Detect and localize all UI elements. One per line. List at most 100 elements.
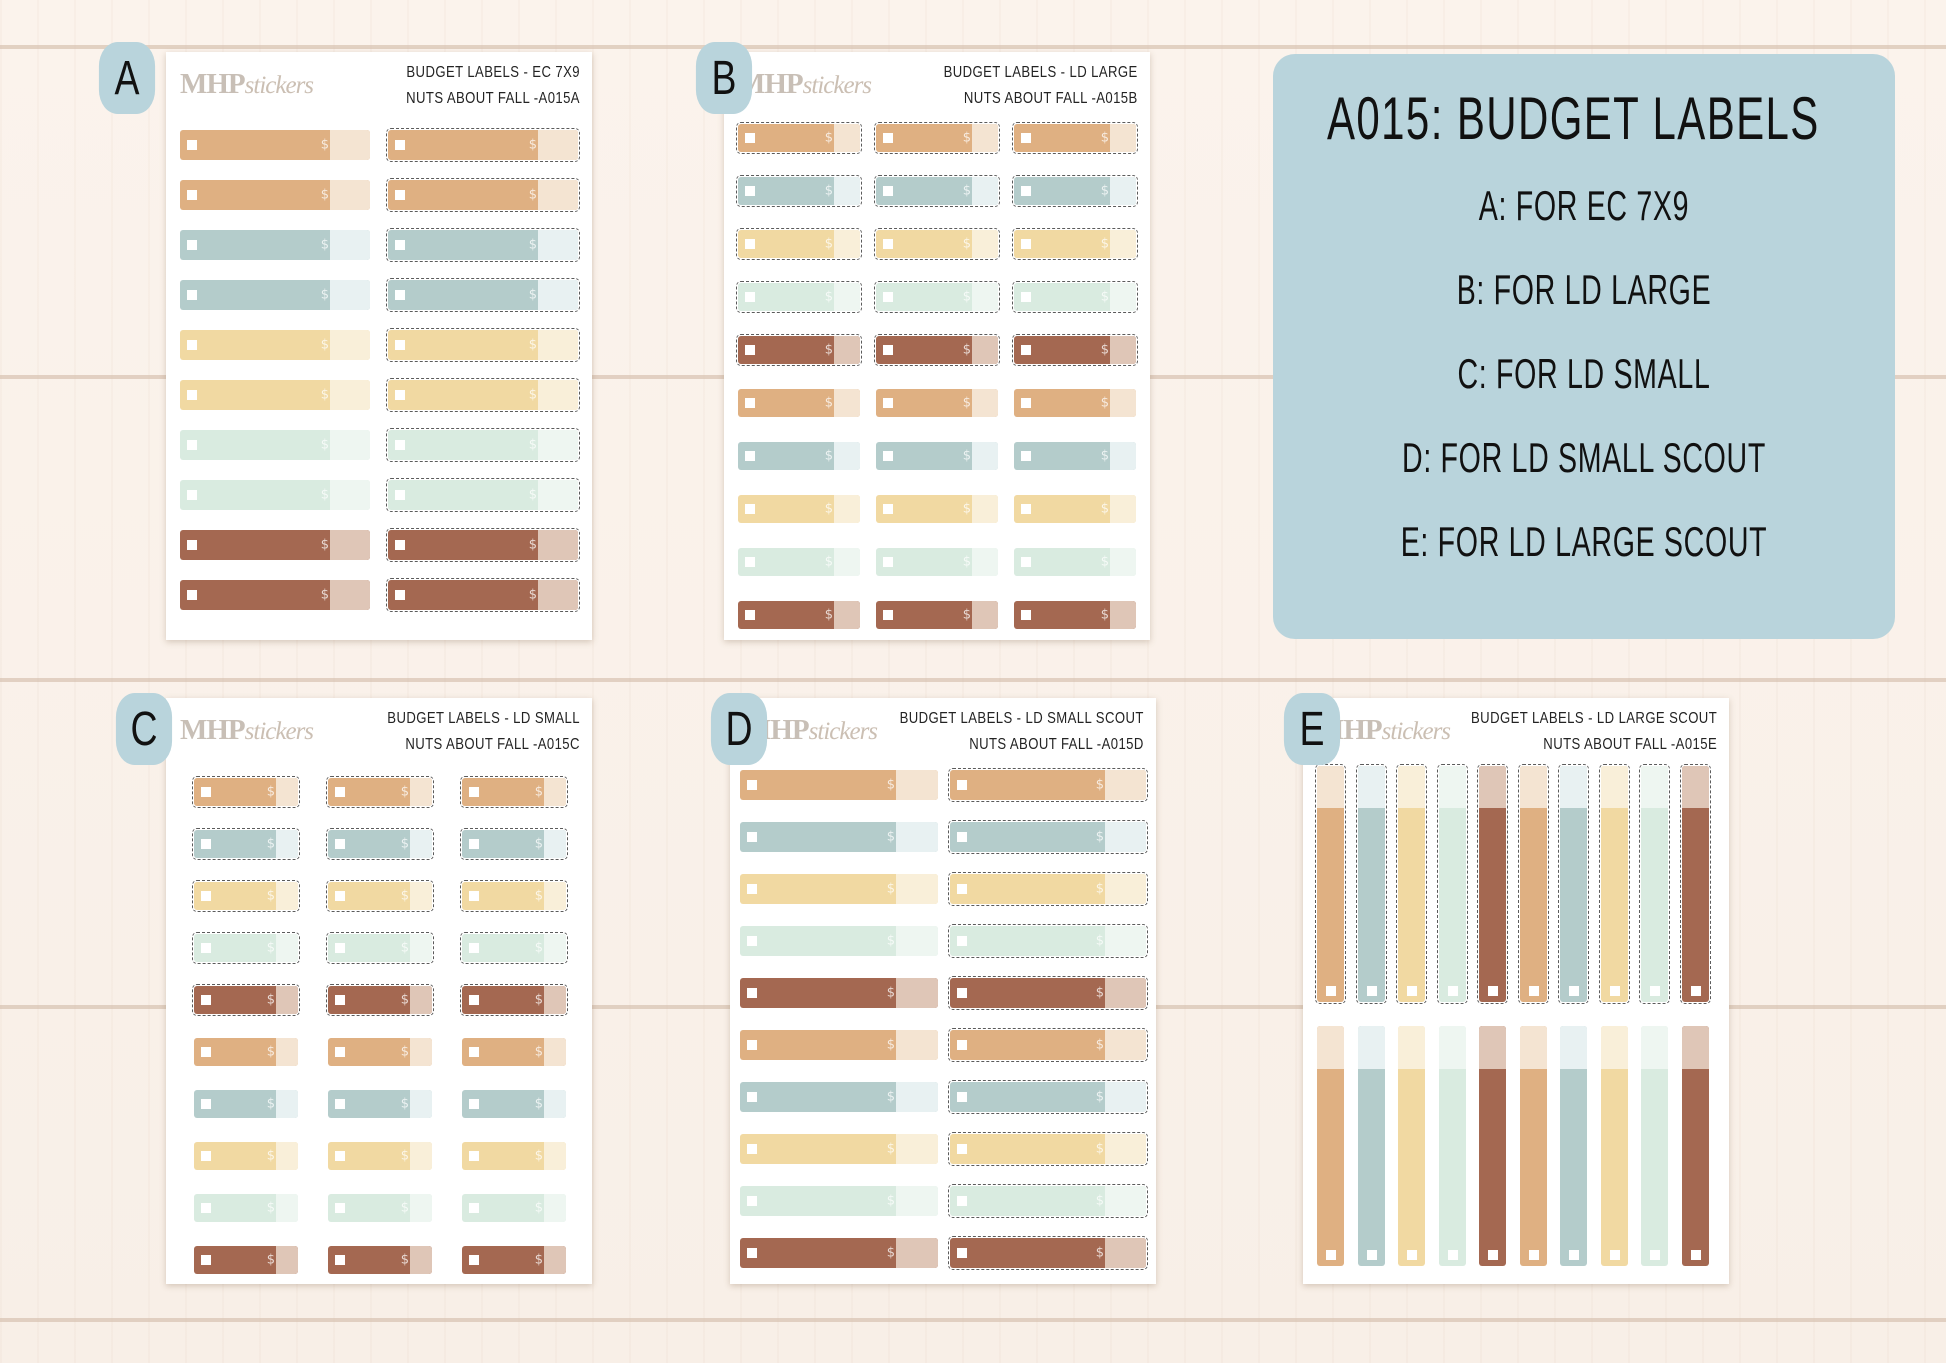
budget-label-sticker: $ — [948, 976, 1148, 1010]
dollar-icon: $ — [1100, 342, 1109, 358]
label-amount-tab — [1105, 978, 1146, 1008]
wood-seam — [0, 678, 1946, 682]
label-amount-tab — [896, 1186, 938, 1216]
budget-label-sticker: $ — [460, 828, 568, 860]
label-amount-tab — [538, 330, 578, 360]
label-amount-tab — [1105, 1082, 1146, 1112]
label-amount-tab — [1357, 766, 1385, 808]
budget-label-sticker: $ — [386, 478, 580, 512]
checkbox-square — [187, 240, 197, 250]
dollar-icon: $ — [534, 784, 543, 800]
budget-label-sticker — [1558, 764, 1589, 1004]
dollar-icon: $ — [824, 395, 833, 411]
checkbox-square — [883, 186, 893, 196]
label-amount-tab — [544, 1194, 566, 1222]
label-amount-tab — [834, 601, 860, 629]
label-amount-tab — [1110, 495, 1136, 523]
budget-label-sticker — [1681, 1026, 1709, 1266]
label-amount-tab — [544, 986, 566, 1014]
checkbox-square — [957, 1040, 967, 1050]
label-amount-tab — [1110, 389, 1136, 417]
budget-label-sticker: $ — [328, 1194, 432, 1222]
dollar-icon: $ — [266, 1044, 275, 1060]
budget-label-sticker: $ — [948, 1132, 1148, 1166]
checkbox-square — [395, 540, 405, 550]
checkbox-square — [745, 345, 755, 355]
label-amount-tab — [544, 1090, 566, 1118]
checkbox-square — [469, 839, 479, 849]
label-amount-tab — [410, 882, 432, 910]
dollar-icon: $ — [886, 1193, 895, 1209]
budget-label-sticker — [1600, 1026, 1628, 1266]
sheet-title: BUDGET LABELS - LD LARGE SCOUT NUTS ABOUT… — [1470, 710, 1717, 753]
dollar-icon: $ — [534, 1148, 543, 1164]
budget-label-sticker: $ — [460, 880, 568, 912]
label-amount-tab — [1105, 1238, 1146, 1268]
dollar-icon: $ — [962, 130, 971, 146]
dollar-icon: $ — [1100, 289, 1109, 305]
budget-label-sticker: $ — [460, 984, 568, 1016]
checkbox-square — [883, 451, 893, 461]
budget-label-sticker — [1355, 764, 1387, 1004]
label-amount-tab — [1357, 1026, 1385, 1069]
dollar-icon: $ — [400, 784, 409, 800]
budget-label-sticker: $ — [874, 228, 1000, 260]
checkbox-square — [745, 133, 755, 143]
sticker-sheet-e: MHPstickers BUDGET LABELS - LD LARGE SCO… — [1303, 698, 1729, 1284]
dollar-icon: $ — [400, 888, 409, 904]
dollar-icon: $ — [1095, 829, 1104, 845]
budget-label-sticker — [1641, 1026, 1668, 1266]
dollar-icon: $ — [266, 784, 275, 800]
checkbox-square — [201, 943, 211, 953]
brand-logo: MHPstickers — [738, 68, 872, 100]
checkbox-square — [1021, 610, 1031, 620]
budget-label-sticker: $ — [874, 175, 1000, 207]
label-amount-tab — [1681, 766, 1709, 808]
budget-label-sticker — [1679, 764, 1711, 1004]
dollar-icon: $ — [266, 1252, 275, 1268]
label-amount-tab — [1641, 1026, 1668, 1069]
checkbox-square — [469, 891, 479, 901]
checkbox-square — [1366, 986, 1377, 996]
dollar-icon: $ — [886, 1141, 895, 1157]
dollar-icon: $ — [528, 237, 537, 253]
dollar-icon: $ — [1095, 777, 1104, 793]
label-amount-tab — [1110, 283, 1136, 311]
checkbox-square — [747, 780, 757, 790]
budget-label-sticker: $ — [1014, 442, 1136, 470]
dollar-icon: $ — [1095, 1193, 1104, 1209]
checkbox-square — [747, 832, 757, 842]
dollar-icon: $ — [1100, 501, 1109, 517]
label-amount-tab — [834, 548, 860, 576]
budget-label-sticker: $ — [948, 1028, 1148, 1062]
checkbox-square — [883, 292, 893, 302]
label-amount-tab — [410, 1246, 432, 1274]
dollar-icon: $ — [534, 992, 543, 1008]
dollar-icon: $ — [1095, 1141, 1104, 1157]
sheet-letter-badge-b: B — [695, 42, 753, 114]
checkbox-square — [1650, 986, 1660, 996]
budget-label-sticker: $ — [874, 122, 1000, 154]
sticker-sheet-d: MHPstickers BUDGET LABELS - LD SMALL SCO… — [730, 698, 1156, 1284]
checkbox-square — [883, 398, 893, 408]
checkbox-square — [957, 884, 967, 894]
checkbox-square — [201, 891, 211, 901]
label-amount-tab — [972, 230, 998, 258]
label-amount-tab — [1317, 1026, 1344, 1069]
label-amount-tab — [834, 442, 860, 470]
checkbox-square — [883, 610, 893, 620]
budget-label-sticker: $ — [1014, 389, 1136, 417]
checkbox-square — [1528, 1250, 1539, 1260]
dollar-icon: $ — [824, 183, 833, 199]
dollar-icon: $ — [534, 836, 543, 852]
sheet-title: BUDGET LABELS - LD LARGE NUTS ABOUT FALL … — [943, 64, 1138, 107]
budget-label-sticker — [1398, 1026, 1425, 1266]
dollar-icon: $ — [1100, 236, 1109, 252]
checkbox-square — [335, 1203, 345, 1213]
wood-seam — [0, 45, 1946, 49]
dollar-icon: $ — [1095, 985, 1104, 1001]
dollar-icon: $ — [534, 1252, 543, 1268]
dollar-icon: $ — [528, 387, 537, 403]
checkbox-square — [745, 398, 755, 408]
label-amount-tab — [896, 926, 938, 956]
